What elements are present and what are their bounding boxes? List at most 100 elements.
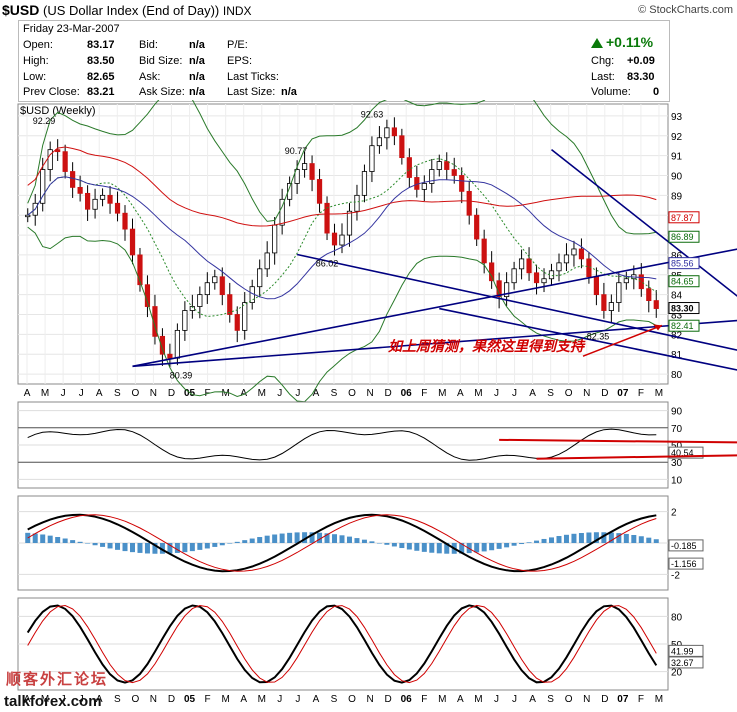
price-x-tick: F xyxy=(421,388,427,399)
candle-body xyxy=(294,169,300,184)
price-x-tick: S xyxy=(331,388,338,399)
macd-histogram-bar xyxy=(638,536,644,543)
macd-value-box xyxy=(668,557,704,570)
stochastic-x-tick: S xyxy=(331,694,338,705)
price-x-tick: S xyxy=(114,388,121,399)
candle-body xyxy=(369,145,375,172)
ma-mid xyxy=(27,176,657,300)
price-x-tick: M xyxy=(258,388,266,399)
chart-header: $USD (US Dollar Index (End of Day)) INDX… xyxy=(0,0,737,102)
macd-line xyxy=(27,513,657,573)
price-x-tick: A xyxy=(24,388,31,399)
candle-body xyxy=(541,278,547,284)
annotation-arrow xyxy=(582,324,663,357)
bollinger-upper xyxy=(27,100,657,235)
pe-label: P/E: xyxy=(227,39,248,51)
candle-body xyxy=(272,224,278,254)
candle-body xyxy=(354,194,360,212)
price-x-tick: 06 xyxy=(401,388,413,399)
rsi-y-tick: 30 xyxy=(671,458,683,469)
macd-histogram-bar xyxy=(85,543,91,544)
stochastic-x-tick: A xyxy=(313,694,320,705)
stochastic-x-tick: N xyxy=(150,694,157,705)
candle-body xyxy=(466,190,472,216)
price-value-box xyxy=(668,230,700,243)
price-x-tick: A xyxy=(240,388,247,399)
peak-label: 90.77 xyxy=(285,146,308,156)
peak-label: 92.29 xyxy=(33,116,56,126)
stochastic-x-tick: J xyxy=(61,694,66,705)
candle-body xyxy=(399,135,405,159)
candle-body xyxy=(504,282,510,298)
price-value-label: 82.41 xyxy=(671,321,694,331)
stochastic-x-tick: F xyxy=(421,694,427,705)
stochastic-x-tick: M xyxy=(474,694,482,705)
macd-histogram-bar xyxy=(242,540,248,543)
candle-body xyxy=(114,202,121,214)
price-value-box xyxy=(668,302,700,315)
macd-histogram-bar xyxy=(167,543,173,554)
copyright[interactable]: © StockCharts.com xyxy=(638,4,733,16)
macd-histogram-bar xyxy=(563,534,569,543)
macd-histogram-bar xyxy=(332,534,338,543)
bollinger-lower xyxy=(27,226,657,403)
macd-histogram-bar xyxy=(496,543,502,549)
stochastic-x-tick: A xyxy=(457,694,464,705)
candle-body xyxy=(204,282,210,296)
macd-histogram-bar xyxy=(92,543,98,546)
candle-body xyxy=(107,194,113,204)
macd-histogram-bar xyxy=(578,533,584,543)
candle-body xyxy=(533,272,540,284)
price-x-tick: O xyxy=(348,388,356,399)
last-ticks-label: Last Ticks: xyxy=(227,71,279,83)
candle-body xyxy=(638,274,644,290)
price-x-tick: M xyxy=(438,388,446,399)
macd-histogram-bar xyxy=(616,533,622,543)
stochastic-x-tick: A xyxy=(24,694,31,705)
candle-body xyxy=(316,179,323,204)
candle-body xyxy=(324,202,330,234)
stochastic-x-tick: A xyxy=(240,694,247,705)
macd-histogram-bar xyxy=(55,536,61,543)
price-x-tick: M xyxy=(655,388,663,399)
stochastic-d-line xyxy=(27,604,657,684)
ma-long xyxy=(27,146,657,227)
stochastic-x-tick: 06 xyxy=(401,694,413,705)
stochastic-x-tick: D xyxy=(385,694,392,705)
price-x-tick: M xyxy=(221,388,229,399)
peak-label: 86.02 xyxy=(316,259,339,269)
rsi-y-tick: 70 xyxy=(671,424,683,435)
quote-box: Friday 23-Mar-2007 Open: 83.17 High: 83.… xyxy=(18,20,670,102)
macd-histogram-bar xyxy=(317,532,323,543)
rsi-line xyxy=(27,428,657,461)
stochastic-x-tick: S xyxy=(547,694,554,705)
price-value-label: 87.87 xyxy=(671,213,694,223)
candle-body xyxy=(518,258,525,270)
stochastic-x-tick: J xyxy=(512,694,517,705)
price-value-box xyxy=(668,211,700,224)
peak-label: 92.63 xyxy=(361,109,384,119)
candle-body xyxy=(481,238,487,264)
eps-label: EPS: xyxy=(227,55,253,67)
macd-histogram-bar xyxy=(608,532,614,543)
macd-histogram-bar xyxy=(62,538,68,543)
candle-body xyxy=(159,335,166,355)
watermark: 顺客外汇论坛 talkforex.com xyxy=(4,670,108,710)
macd-histogram-bar xyxy=(107,543,113,549)
candle-body xyxy=(99,194,106,200)
macd-value-label: -0.185 xyxy=(671,541,697,551)
watermark-logo-bottom: talkforex.com xyxy=(4,693,102,710)
stochastic-x-tick: A xyxy=(529,694,536,705)
candle-body xyxy=(616,282,622,303)
candle-body xyxy=(474,214,480,240)
chart-title: $USD (US Dollar Index (End of Day)) INDX xyxy=(2,2,252,18)
price-x-tick: N xyxy=(583,388,590,399)
stochastic-x-tick: M xyxy=(258,694,266,705)
ask-size-value: n/a xyxy=(189,86,205,98)
macd-histogram-bar xyxy=(391,543,397,547)
macd-histogram-bar xyxy=(144,543,150,554)
candle-body xyxy=(563,254,570,264)
watermark-logo-top: 顺客外汇论坛 xyxy=(6,670,108,688)
candle-body xyxy=(436,161,442,170)
macd-histogram-bar xyxy=(474,543,480,553)
